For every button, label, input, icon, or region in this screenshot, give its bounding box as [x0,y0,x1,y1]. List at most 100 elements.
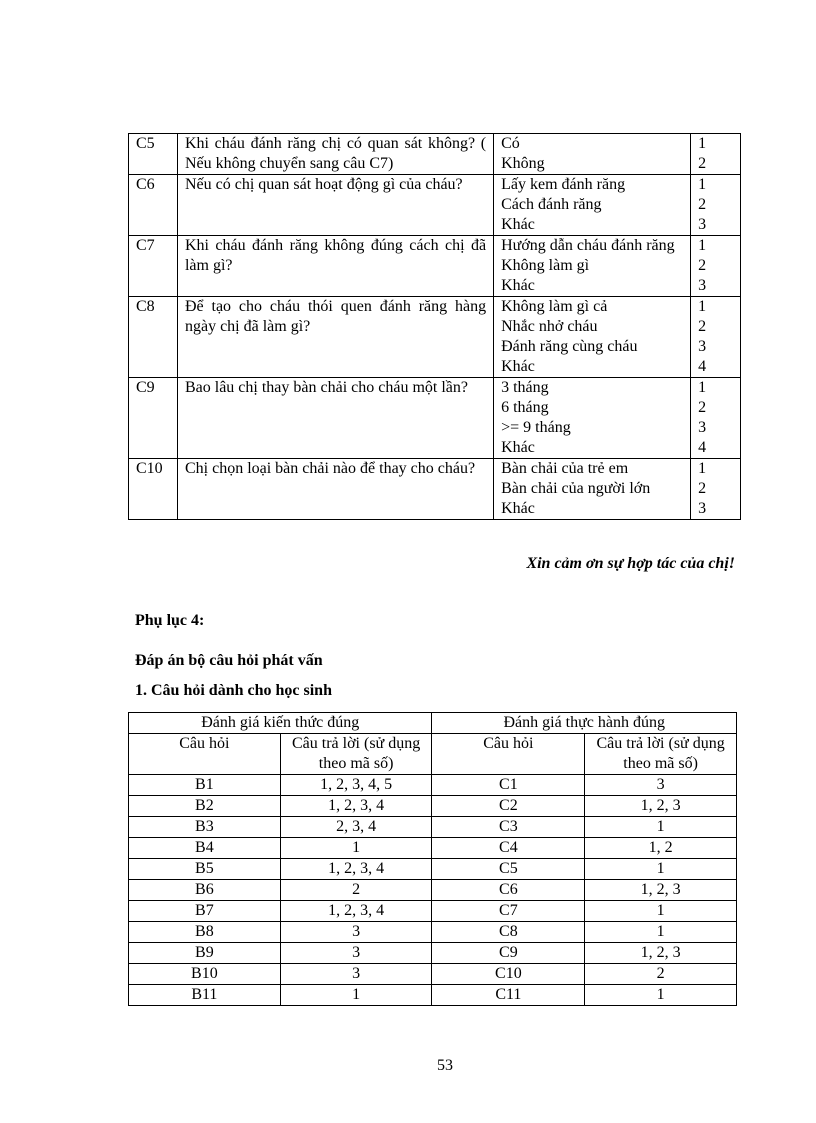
answer-option: Đánh răng cùng cháu [501,338,638,355]
answer-code: 3 [698,277,707,294]
answer-cell: C5 [431,858,586,880]
question-code: C5 [128,133,178,175]
answer-row: B4 1 C4 1, 2 [128,837,737,859]
column-header: Câu hỏi [431,733,586,775]
column-header: Câu trả lời (sử dụng theo mã số) [584,733,737,775]
answer-cell: C10 [431,963,586,985]
answer-cell: B2 [128,795,281,817]
answer-options: 3 tháng 6 tháng >= 9 tháng Khác [493,377,692,459]
answer-cell: 1 [279,837,433,859]
answer-cell: 3 [279,921,433,943]
answer-cell: B5 [128,858,281,880]
answer-codes: 1 2 3 [690,235,741,297]
answer-code: 1 [698,460,707,477]
answer-cell: 2 [279,879,433,901]
page-number: 53 [437,1057,453,1074]
answer-cell: B3 [128,816,281,838]
answer-code: 1 [698,379,707,396]
answer-code: 3 [698,216,707,233]
question-row: C5 Khi cháu đánh răng chị có quan sát khô… [128,133,741,175]
answer-key-table: Đánh giá kiến thức đúng Đánh giá thực hà… [127,712,737,1006]
answer-cell: C3 [431,816,586,838]
answer-cell: C2 [431,795,586,817]
answer-cell: 1 [584,984,737,1006]
answer-cell: 1, 2, 3, 4 [279,858,433,880]
question-code: C8 [128,296,178,378]
answer-option: >= 9 tháng [501,419,571,436]
answer-option: Có [501,135,520,152]
answer-row: B9 3 C9 1, 2, 3 [128,942,737,964]
answer-codes: 1 2 3 [690,174,741,236]
question-row: C9 Bao lâu chị thay bàn chải cho cháu một… [128,377,741,459]
answer-code: 1 [698,135,707,152]
question-row: C7 Khi cháu đánh răng không đúng cách chị… [128,235,741,297]
answer-code: 3 [698,419,707,436]
answer-options: Có Không [493,133,692,175]
question-row: C8 Để tạo cho cháu thói quen đánh răng hà… [128,296,741,378]
question-text: Để tạo cho cháu thói quen đánh răng hàng… [176,296,495,378]
answer-option: Không [501,155,545,172]
answer-codes: 1 2 3 4 [690,377,741,459]
group-header: Đánh giá kiến thức đúng [127,712,433,734]
column-header-row: Câu hỏi Câu trả lời (sử dụng theo mã số)… [128,733,737,775]
answer-code: 4 [698,358,707,375]
question-code: C9 [128,377,178,459]
question-text: Khi cháu đánh răng chị có quan sát không… [176,133,495,175]
answer-cell: 1, 2, 3 [584,795,737,817]
answer-row: B6 2 C6 1, 2, 3 [128,879,737,901]
answer-cell: 1, 2, 3 [584,879,737,901]
questionnaire-table: C5 Khi cháu đánh răng chị có quan sát khô… [128,133,741,520]
answer-cell: C1 [431,774,586,796]
answer-cell: 3 [279,963,433,985]
answer-cell: 1 [584,816,737,838]
answer-option: Khác [501,277,535,294]
appendix-title: Phụ lục 4: [135,612,205,629]
answer-row: B8 3 C8 1 [128,921,737,943]
answer-option: 3 tháng [501,379,549,396]
answer-option: Khác [501,500,535,517]
answer-cell: B11 [128,984,281,1006]
answer-option: Hướng dẫn cháu đánh răng [501,237,675,254]
answer-option: Khác [501,439,535,456]
group-header: Đánh giá thực hành đúng [431,712,737,734]
answer-cell: B7 [128,900,281,922]
question-text: Bao lâu chị thay bàn chải cho cháu một l… [176,377,495,459]
answer-cell: 1 [279,984,433,1006]
answer-row: B5 1, 2, 3, 4 C5 1 [128,858,737,880]
question-row: C10 Chị chọn loại bàn chải nào để thay ch… [128,458,741,520]
answer-cell: 3 [279,942,433,964]
answer-option: Khác [501,358,535,375]
answer-cell: 1, 2, 3 [584,942,737,964]
question-code: C10 [128,458,178,520]
answer-cell: 2, 3, 4 [279,816,433,838]
answer-options: Hướng dẫn cháu đánh răng Không làm gì Khác [493,235,692,297]
answer-option: 6 tháng [501,399,549,416]
question-row: C6 Nếu có chị quan sát hoạt động gì của c… [128,174,741,236]
answer-code: 2 [698,480,707,497]
answer-row: B2 1, 2, 3, 4 C2 1, 2, 3 [128,795,737,817]
answer-cell: 1 [584,921,737,943]
answer-cell: B1 [128,774,281,796]
answer-options: Không làm gì cả Nhắc nhở cháu Đánh răng cù… [493,296,692,378]
answer-codes: 1 2 3 [690,458,741,520]
answer-option: Lấy kem đánh răng [501,176,626,193]
answer-cell: B4 [128,837,281,859]
section-title: Đáp án bộ câu hỏi phát vấn [135,652,323,669]
answer-cell: 1, 2, 3, 4 [279,900,433,922]
answer-cell: C11 [431,984,586,1006]
answer-cell: C9 [431,942,586,964]
answer-option: Khác [501,216,535,233]
answer-code: 2 [698,257,707,274]
answer-cell: C6 [431,879,586,901]
answer-code: 3 [698,500,707,517]
answer-row: B11 1 C11 1 [128,984,737,1006]
answer-cell: 1, 2 [584,837,737,859]
answer-code: 2 [698,196,707,213]
answer-options: Bàn chải của trẻ em Bàn chải của người lớ… [493,458,692,520]
answer-cell: 1 [584,858,737,880]
question-code: C7 [128,235,178,297]
answer-cell: 3 [584,774,737,796]
answer-code: 2 [698,318,707,335]
